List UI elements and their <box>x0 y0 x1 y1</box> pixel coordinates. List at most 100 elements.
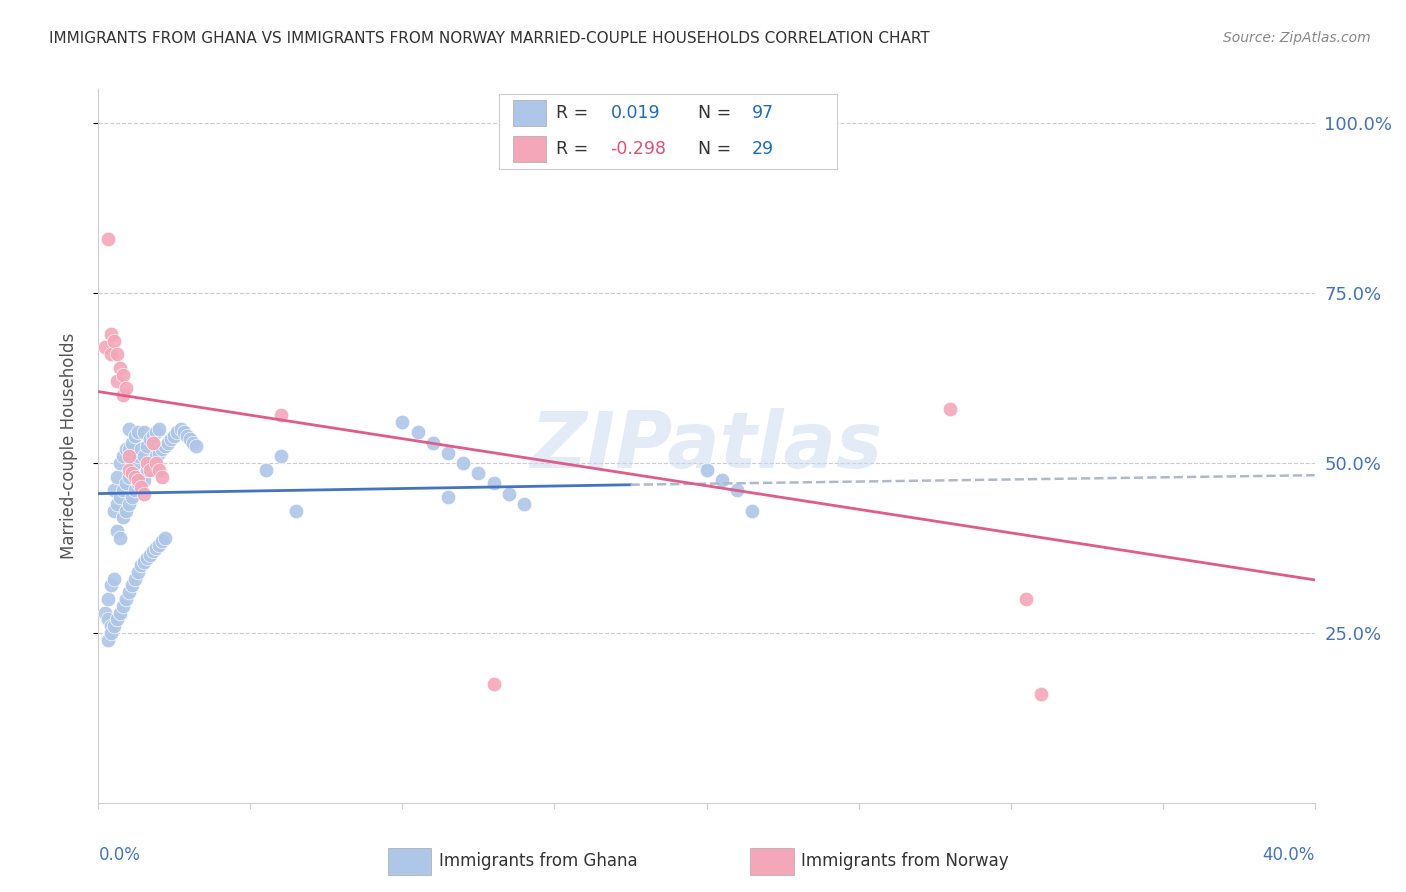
Point <box>270 409 292 423</box>
Point <box>105 612 128 626</box>
Point <box>148 446 170 460</box>
Point <box>118 497 141 511</box>
Point <box>150 442 173 457</box>
Point <box>100 326 122 341</box>
Point <box>184 439 207 453</box>
Point <box>467 466 489 480</box>
Text: Immigrants from Ghana: Immigrants from Ghana <box>439 852 638 870</box>
Point <box>179 432 201 446</box>
Point <box>124 429 146 443</box>
Point <box>111 599 134 613</box>
Point <box>103 334 125 348</box>
Point <box>121 463 143 477</box>
Point <box>129 442 152 457</box>
Point <box>129 469 152 483</box>
Text: 0.0%: 0.0% <box>98 846 141 863</box>
Point <box>103 503 125 517</box>
Point <box>169 422 191 436</box>
Point <box>173 425 195 440</box>
Point <box>513 497 536 511</box>
Point <box>108 456 131 470</box>
Point <box>181 435 204 450</box>
Point <box>127 476 149 491</box>
Point <box>114 503 136 517</box>
Text: -0.298: -0.298 <box>610 140 666 158</box>
Point <box>93 341 115 355</box>
Point <box>105 524 128 538</box>
Point <box>121 578 143 592</box>
Point <box>103 619 125 633</box>
Point <box>114 442 136 457</box>
Point <box>132 449 155 463</box>
Point <box>111 449 134 463</box>
Text: N =: N = <box>699 104 737 122</box>
Text: R =: R = <box>557 140 595 158</box>
Point <box>406 425 429 440</box>
Text: 97: 97 <box>752 104 775 122</box>
Point <box>145 541 167 555</box>
FancyBboxPatch shape <box>751 848 793 875</box>
Point <box>482 476 505 491</box>
Point <box>136 456 159 470</box>
Point <box>111 483 134 498</box>
Point <box>127 565 149 579</box>
Point <box>127 473 149 487</box>
Point <box>132 425 155 440</box>
Point <box>157 435 180 450</box>
Point <box>453 456 475 470</box>
Point <box>132 473 155 487</box>
Text: 0.019: 0.019 <box>610 104 659 122</box>
Point <box>100 619 122 633</box>
Point <box>129 480 152 494</box>
Point <box>142 435 165 450</box>
Point <box>1015 591 1038 606</box>
Point <box>270 449 292 463</box>
Point <box>118 442 141 457</box>
Point <box>139 548 162 562</box>
Point <box>96 632 118 647</box>
Point <box>105 469 128 483</box>
Point <box>127 425 149 440</box>
Point <box>285 503 308 517</box>
Point <box>391 415 413 429</box>
Point <box>150 469 173 483</box>
FancyBboxPatch shape <box>513 101 547 127</box>
Point <box>142 452 165 467</box>
Point <box>725 483 748 498</box>
Point <box>498 486 520 500</box>
Point <box>121 490 143 504</box>
Point <box>121 435 143 450</box>
Point <box>176 429 198 443</box>
Text: IMMIGRANTS FROM GHANA VS IMMIGRANTS FROM NORWAY MARRIED-COUPLE HOUSEHOLDS CORREL: IMMIGRANTS FROM GHANA VS IMMIGRANTS FROM… <box>49 31 929 46</box>
Point <box>155 439 177 453</box>
Point <box>105 497 128 511</box>
Point <box>145 449 167 463</box>
Text: R =: R = <box>557 104 595 122</box>
Point <box>160 432 183 446</box>
Point <box>939 401 962 416</box>
Point <box>696 463 718 477</box>
Point <box>148 463 170 477</box>
Point <box>132 555 155 569</box>
Point <box>108 490 131 504</box>
Point <box>136 439 159 453</box>
Point <box>96 591 118 606</box>
Text: Immigrants from Norway: Immigrants from Norway <box>801 852 1010 870</box>
Point <box>150 534 173 549</box>
Text: 40.0%: 40.0% <box>1263 846 1315 863</box>
Point <box>93 606 115 620</box>
Point <box>136 551 159 566</box>
Point <box>118 449 141 463</box>
Point <box>105 347 128 361</box>
Point <box>100 626 122 640</box>
Point <box>741 503 763 517</box>
Point <box>437 446 460 460</box>
Point <box>482 677 505 691</box>
Point <box>166 425 188 440</box>
Point <box>118 469 141 483</box>
Point <box>108 531 131 545</box>
Point <box>1029 687 1052 701</box>
Point <box>124 483 146 498</box>
Point <box>118 585 141 599</box>
Point <box>124 456 146 470</box>
